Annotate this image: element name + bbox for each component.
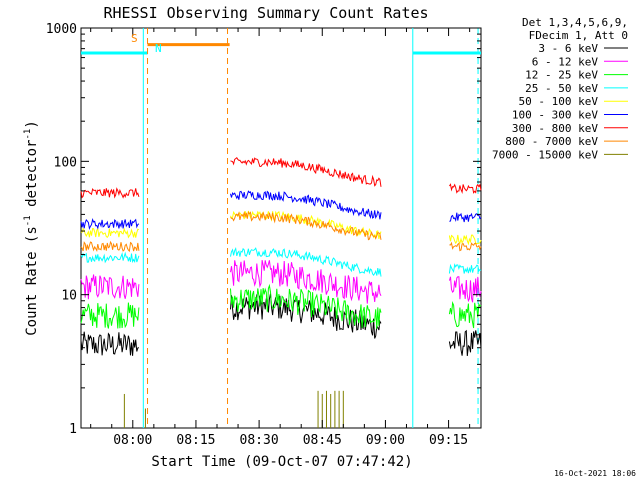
legend-label: 300 - 800 keV	[512, 122, 598, 135]
y-tick-label: 100	[54, 155, 77, 170]
legend-label: 3 - 6 keV	[538, 42, 598, 55]
datestamp: 16-Oct-2021 18:06	[554, 469, 636, 478]
series-line-2	[80, 283, 482, 329]
legend-label: 7000 - 15000 keV	[492, 148, 598, 161]
series-line-4	[80, 210, 482, 246]
legend: Det 1,3,4,5,6,9, FDecim 1, Att 0 3 - 6 k…	[492, 16, 628, 161]
legend-label: 12 - 25 keV	[525, 69, 598, 82]
y-label-main: Count Rate (s	[24, 226, 40, 336]
flag-label-s: S	[131, 32, 138, 45]
legend-label: 800 - 7000 keV	[505, 135, 598, 148]
legend-label: 25 - 50 keV	[525, 82, 598, 95]
legend-label: 6 - 12 keV	[532, 55, 599, 68]
x-axis-ticks: 08:00 08:15 08:30 08:45 09:00 09:15	[90, 28, 471, 448]
y-axis-label: Count Rate (s-1 detector-1)	[23, 120, 40, 336]
y-label-sup2: -1	[23, 129, 33, 140]
legend-header-2: FDecim 1, Att 0	[529, 29, 628, 42]
flag-label-n: N	[155, 42, 162, 55]
series-line-1	[80, 259, 482, 304]
y-tick-label: 1	[69, 422, 77, 437]
y-tick-label: 1000	[46, 22, 77, 37]
y-label-mid: detector	[24, 140, 40, 216]
x-axis-label: Start Time (09-Oct-07 07:47:42)	[151, 454, 412, 470]
legend-label: 100 - 300 keV	[512, 109, 598, 122]
x-tick-label: 09:15	[429, 433, 468, 448]
x-tick-label: 08:45	[303, 433, 342, 448]
series-line-7	[80, 210, 482, 253]
vertical-markers	[142, 28, 479, 428]
series-line-0	[80, 293, 482, 357]
series-layer	[80, 156, 482, 428]
y-tick-label: 10	[61, 289, 77, 304]
legend-label: 50 - 100 keV	[519, 95, 599, 108]
series-line-6	[80, 156, 482, 199]
x-tick-label: 08:15	[176, 433, 215, 448]
legend-header-1: Det 1,3,4,5,6,9,	[522, 16, 628, 29]
y-label-sup1: -1	[23, 215, 33, 226]
flag-layer	[81, 43, 481, 55]
y-label-end: )	[24, 120, 40, 128]
x-tick-label: 08:00	[113, 433, 152, 448]
series-line-3	[80, 247, 482, 277]
plot-frame	[80, 27, 482, 429]
x-tick-label: 08:30	[240, 433, 279, 448]
chart-title: RHESSI Observing Summary Count Rates	[103, 4, 428, 22]
series-line-5	[80, 190, 482, 230]
y-axis-ticks: 1 10 100 1000	[46, 22, 481, 437]
x-tick-label: 09:00	[366, 433, 405, 448]
